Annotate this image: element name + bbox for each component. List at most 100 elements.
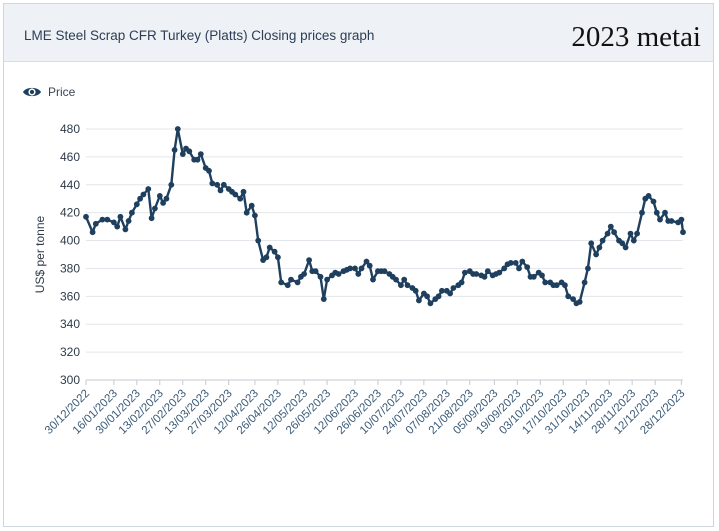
data-point: [152, 205, 158, 212]
data-point: [570, 296, 576, 302]
data-point: [122, 226, 129, 233]
data-point: [507, 260, 514, 266]
data-point: [156, 193, 163, 199]
data-point: [294, 279, 301, 286]
data-point: [630, 237, 637, 244]
data-point: [604, 230, 611, 237]
y-axis-label: US$ per tonne: [33, 215, 47, 293]
data-point: [174, 126, 181, 132]
data-point: [352, 265, 358, 272]
data-point: [263, 254, 270, 261]
data-point: [266, 244, 273, 251]
data-point: [639, 209, 645, 216]
data-point: [133, 201, 140, 208]
data-point: [111, 219, 117, 226]
data-point: [678, 216, 685, 223]
y-tick-label: 340: [60, 317, 80, 331]
eye-icon: [23, 87, 41, 97]
data-point: [129, 209, 135, 216]
data-point: [252, 212, 258, 219]
data-point: [288, 276, 294, 283]
data-point: [301, 271, 307, 277]
data-point: [576, 299, 583, 305]
data-point: [240, 188, 247, 195]
data-point: [117, 213, 124, 220]
data-point: [89, 229, 96, 236]
data-point: [83, 213, 89, 220]
data-point: [398, 282, 404, 289]
data-point: [335, 271, 342, 277]
data-point: [439, 287, 445, 294]
data-point: [542, 279, 549, 286]
data-point: [243, 209, 250, 216]
data-point: [220, 181, 227, 188]
data-point: [214, 181, 221, 188]
legend-label: Price: [48, 85, 76, 99]
data-point: [593, 251, 599, 258]
y-tick-label: 480: [60, 122, 80, 136]
data-point: [125, 218, 132, 224]
data-point: [366, 262, 373, 269]
data-point: [427, 300, 434, 307]
chart-title: LME Steel Scrap CFR Turkey (Platts) Clos…: [24, 28, 375, 43]
data-point: [209, 180, 216, 187]
data-point: [393, 276, 399, 283]
y-axis: 300 320 340 360 380 400 420 440 460 480: [60, 122, 80, 387]
data-point: [435, 293, 442, 300]
data-point: [171, 147, 178, 153]
y-tick-label: 460: [60, 150, 80, 164]
data-point: [284, 282, 291, 289]
data-point: [627, 230, 634, 237]
data-point: [320, 296, 327, 302]
data-point: [607, 223, 614, 230]
data-point: [168, 181, 175, 188]
data-point: [650, 198, 657, 205]
y-tick-label: 320: [60, 345, 80, 359]
data-point: [473, 271, 480, 277]
data-point: [450, 285, 457, 291]
legend-item-price[interactable]: Price: [22, 85, 75, 99]
data-point: [355, 271, 362, 277]
data-point: [611, 229, 617, 236]
data-point: [562, 282, 568, 289]
data-point: [160, 200, 167, 206]
data-point: [516, 265, 522, 272]
data-point: [539, 272, 545, 279]
data-point: [645, 193, 652, 199]
data-point: [275, 254, 281, 261]
data-point: [194, 156, 201, 163]
data-point: [519, 258, 526, 265]
data-point: [163, 195, 170, 202]
data-point: [524, 264, 531, 270]
data-point: [553, 282, 560, 289]
data-point: [381, 268, 388, 275]
data-point: [232, 191, 239, 198]
data-point: [148, 215, 155, 222]
data-point: [447, 290, 453, 297]
data-point: [363, 258, 370, 265]
data-point: [271, 248, 278, 255]
data-point: [137, 195, 144, 202]
data-point: [530, 273, 537, 280]
data-point: [424, 293, 430, 300]
data-point: [599, 237, 606, 244]
data-point: [596, 244, 603, 251]
y-tick-label: 300: [60, 373, 80, 387]
y-tick-label: 400: [60, 234, 80, 248]
data-point: [145, 186, 152, 192]
data-point: [481, 273, 488, 280]
data-point: [347, 265, 353, 272]
data-point: [588, 240, 595, 247]
data-point: [462, 269, 468, 276]
data-point: [401, 276, 408, 283]
data-point: [206, 167, 212, 174]
data-point: [404, 282, 411, 289]
data-point: [186, 148, 193, 155]
series-price: [83, 126, 686, 307]
y-tick-label: 420: [60, 206, 80, 220]
data-point: [412, 287, 419, 294]
data-point: [619, 240, 626, 247]
data-point: [237, 195, 244, 202]
overlay-year-caption: 2023 metai: [571, 21, 701, 53]
